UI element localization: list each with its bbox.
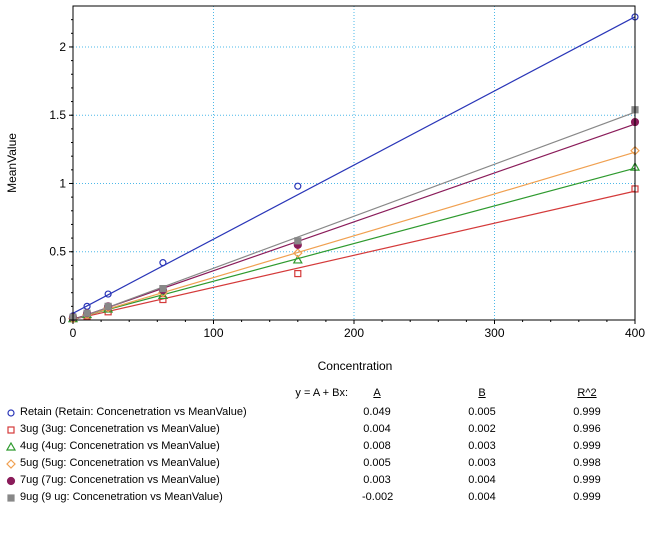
coef-a: 0.003: [363, 474, 391, 486]
column-a-header: A: [373, 387, 381, 399]
data-point-series-2: [292, 254, 303, 264]
legend-marker-icon: [6, 476, 16, 486]
legend-marker: [7, 426, 15, 434]
legend-marker-icon: [7, 409, 15, 417]
chart-plot: 0 100 200 300 400 0 0.5 1 1.5 2 Concentration Mea…: [5, 5, 645, 373]
legend-series-name: Retain (Retain: Concenetration vs MeanVa…: [20, 406, 247, 418]
coef-b: 0.003: [468, 440, 496, 452]
fit-line-series-4: [72, 123, 636, 321]
legend-row: 5ug (5ug: Concenetration vs MeanValue) 0.…: [0, 456, 650, 472]
legend-header: y = A + Bx: A B R^2: [0, 386, 650, 402]
coef-b: 0.002: [468, 423, 496, 435]
legend-row: 4ug (4ug: Concenetration vs MeanValue) 0.…: [0, 439, 650, 455]
legend-series-name: 9ug (9 ug: Concenetration vs MeanValue): [20, 491, 223, 503]
coef-b: 0.005: [468, 406, 496, 418]
data-point-series-3: [292, 248, 303, 258]
data-point-series-5: [83, 309, 91, 317]
data-point-series-0: [294, 182, 302, 190]
data-point-series-0: [159, 259, 167, 267]
fit-line-series-5: [72, 111, 636, 321]
data-point-series-5: [159, 285, 167, 293]
tick-labels: 0 100 200 300 400 0 0.5 1 1.5 2: [49, 19, 645, 340]
r-squared: 0.996: [573, 423, 601, 435]
legend-marker: [7, 494, 15, 502]
legend-series-name: 7ug (7ug: Concenetration vs MeanValue): [20, 474, 220, 486]
legend-marker: [6, 459, 16, 469]
y-tick-label: 1: [59, 176, 66, 190]
column-r2-header: R^2: [577, 387, 597, 399]
legend-marker-icon: [7, 494, 15, 502]
r-squared: 0.999: [573, 406, 601, 418]
data-point-series-5: [294, 237, 302, 245]
legend-row: 3ug (3ug: Concenetration vs MeanValue) 0.…: [0, 422, 650, 438]
legend-marker-icon: [7, 426, 15, 434]
y-tick-label: 2: [59, 40, 66, 54]
data-point-series-0: [104, 290, 112, 298]
legend-row: Retain (Retain: Concenetration vs MeanVa…: [0, 405, 650, 421]
grid-lines: [73, 6, 635, 320]
legend-series-name: 4ug (4ug: Concenetration vs MeanValue): [20, 440, 220, 452]
fit-line-series-0: [72, 16, 636, 314]
legend-row: 7ug (7ug: Concenetration vs MeanValue) 0.…: [0, 473, 650, 489]
legend-marker-icon: [6, 442, 16, 451]
data-point-series-1: [294, 269, 302, 278]
coef-b: 0.004: [468, 491, 496, 503]
x-tick-label: 400: [625, 326, 645, 340]
r-squared: 0.999: [573, 440, 601, 452]
r-squared: 0.999: [573, 491, 601, 503]
coef-a: 0.008: [363, 440, 391, 452]
x-tick-label: 100: [203, 326, 223, 340]
legend-series-name: 3ug (3ug: Concenetration vs MeanValue): [20, 423, 220, 435]
y-tick-label: 1.5: [49, 108, 66, 122]
column-b-header: B: [478, 387, 486, 399]
x-tick-label: 300: [484, 326, 504, 340]
y-tick-label: 0: [59, 313, 66, 327]
legend-marker: [7, 409, 15, 417]
coef-b: 0.003: [468, 457, 496, 469]
legend-series-name: 5ug (5ug: Concenetration vs MeanValue): [20, 457, 220, 469]
equation-label: y = A + Bx:: [295, 387, 348, 399]
x-tick-label: 0: [70, 326, 77, 340]
legend-row: 9ug (9 ug: Concenetration vs MeanValue) -…: [0, 490, 650, 506]
y-tick-label: 0.5: [49, 245, 66, 259]
data-point-series-5: [104, 302, 112, 310]
legend-marker: [6, 476, 16, 486]
coef-a: 0.005: [363, 457, 391, 469]
coef-a: -0.002: [362, 491, 394, 503]
legend-marker: [6, 442, 16, 451]
legend-marker-icon: [6, 459, 16, 469]
y-axis-label: MeanValue: [5, 133, 19, 193]
coef-a: 0.004: [363, 423, 391, 435]
coef-b: 0.004: [468, 474, 496, 486]
x-axis-label: Concentration: [318, 359, 393, 373]
r-squared: 0.998: [573, 457, 601, 469]
x-tick-label: 200: [344, 326, 364, 340]
coef-a: 0.049: [363, 406, 391, 418]
r-squared: 0.999: [573, 474, 601, 486]
